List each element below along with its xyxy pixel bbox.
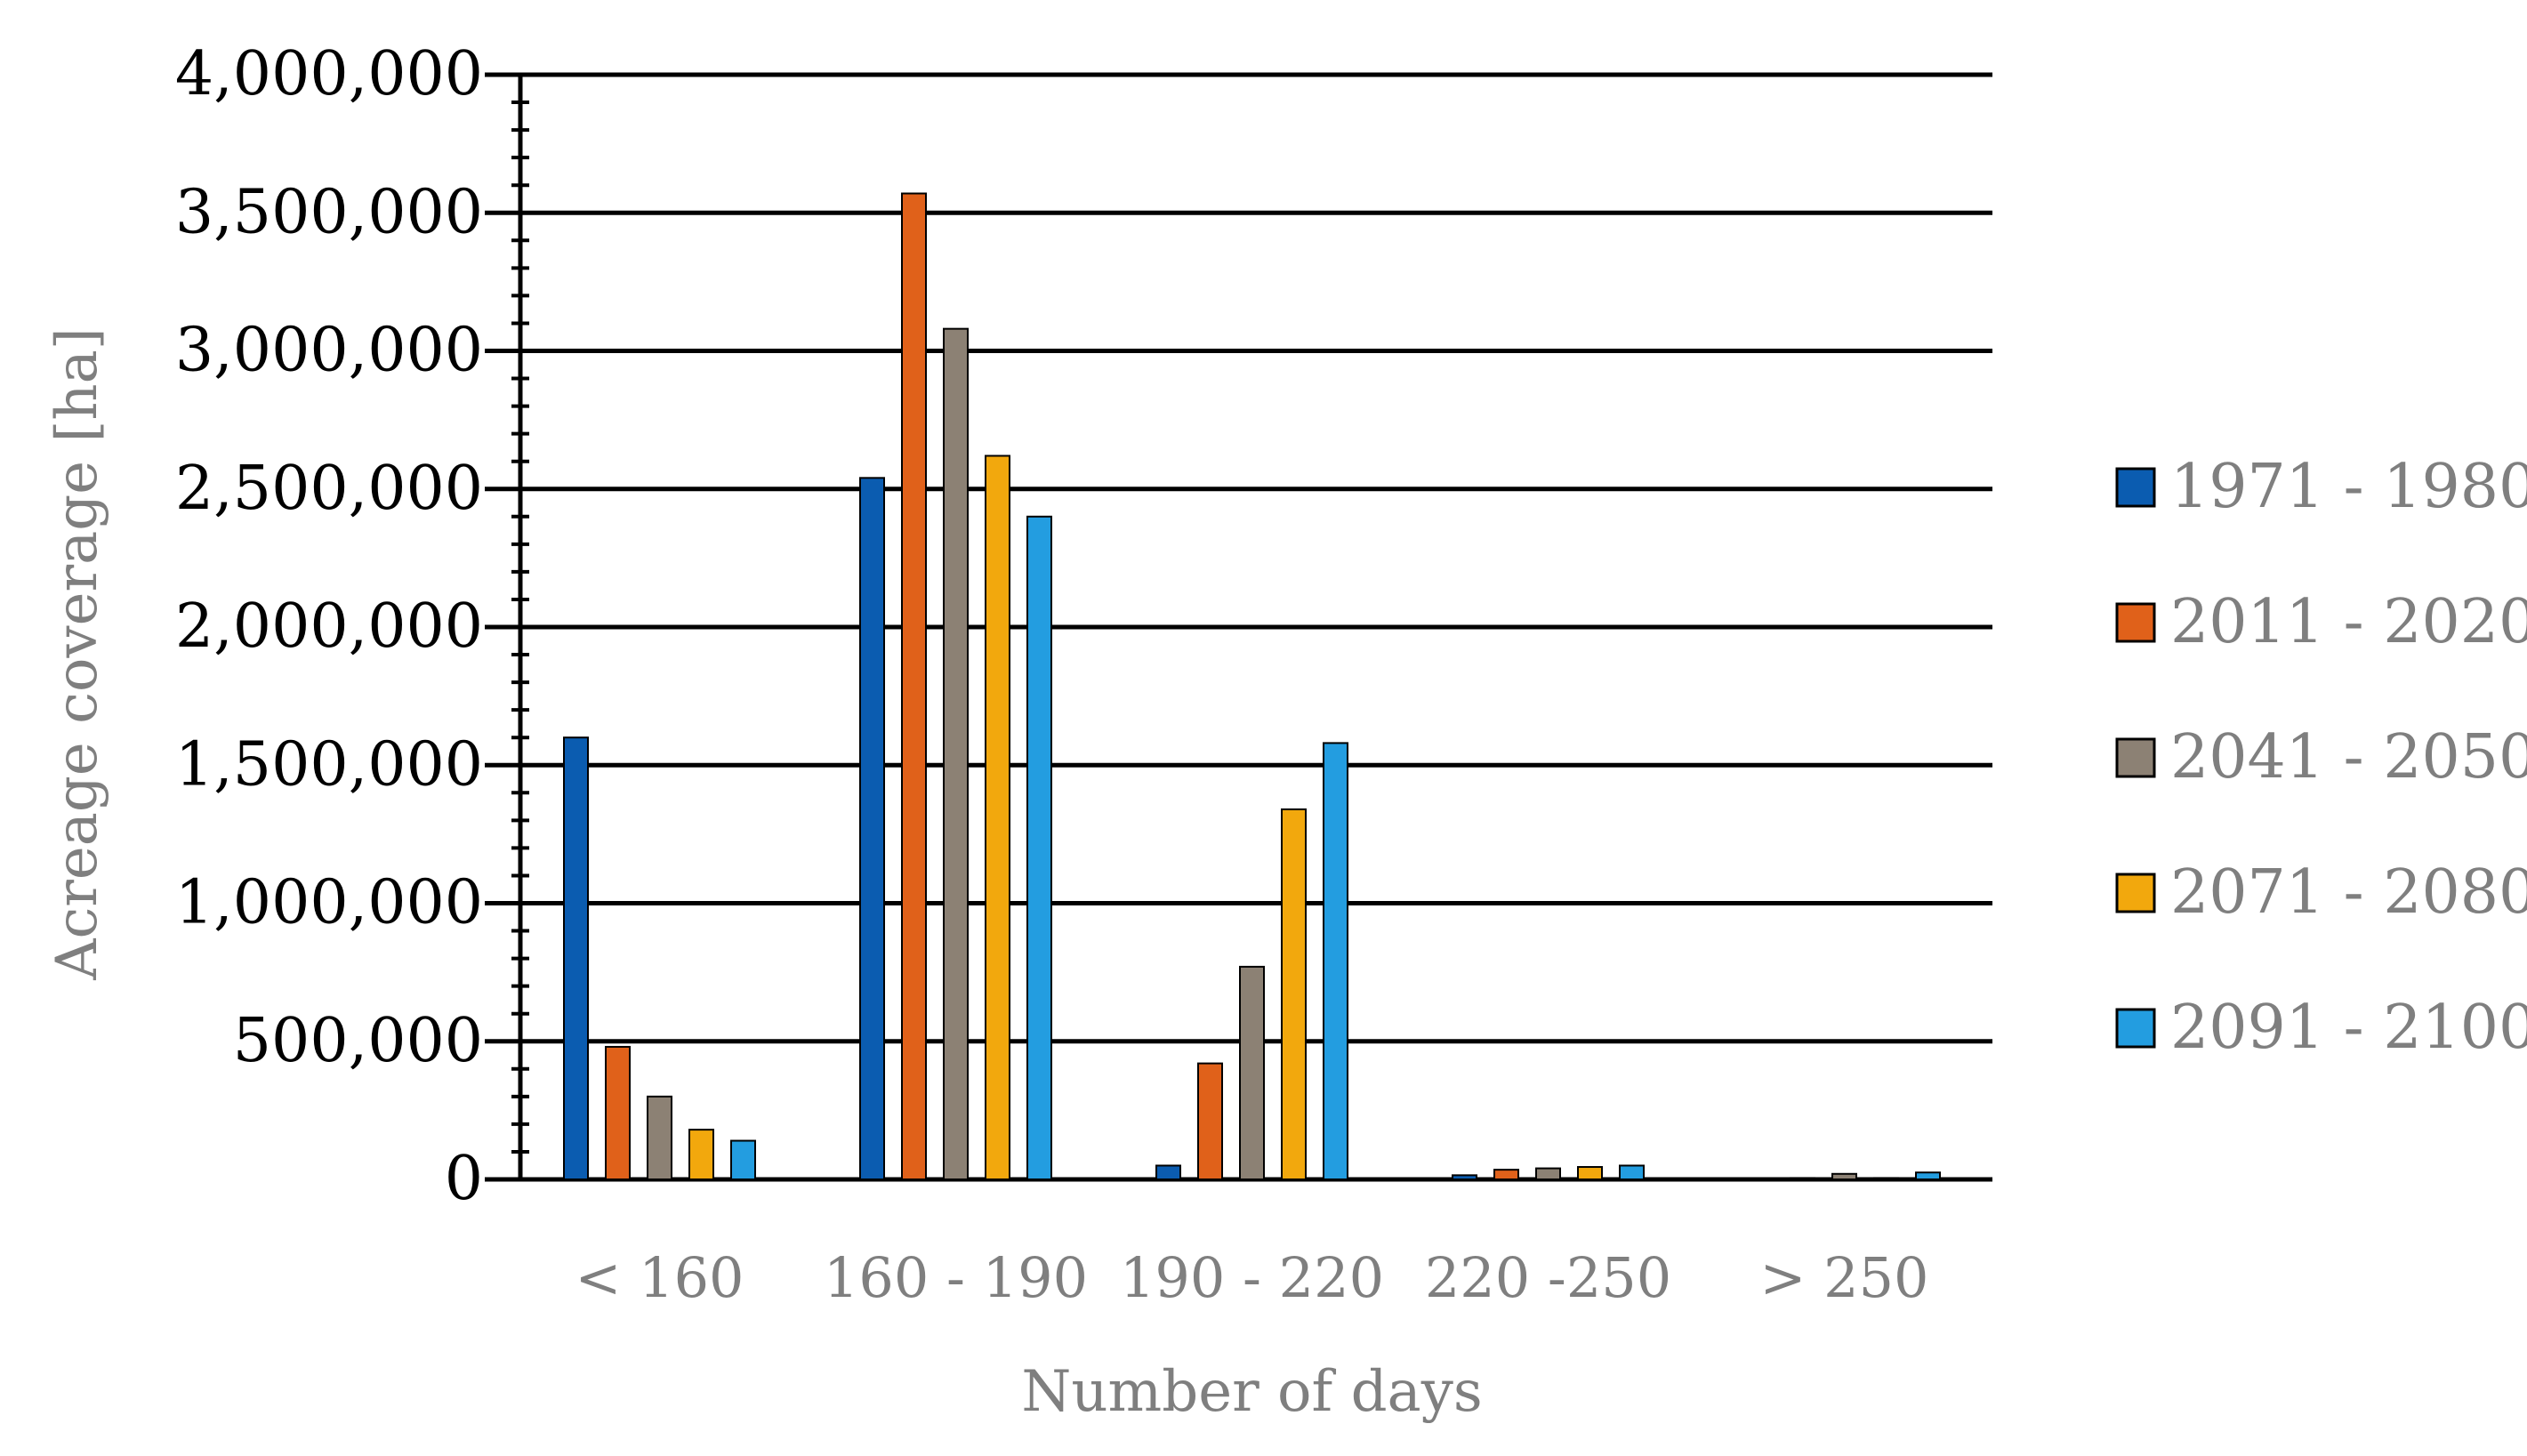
y-tick-label: 1,500,000: [175, 729, 483, 800]
gridlines: [485, 72, 1992, 1182]
legend: 1971 - 1980 2011 - 2020 2041 - 2050 2071 - …: [2115, 452, 2527, 1063]
y-tick-label: 3,500,000: [175, 177, 483, 247]
bar-0-2: [647, 1095, 672, 1180]
bar-0-1: [605, 1045, 631, 1180]
legend-label: 2071 - 2080: [2170, 857, 2527, 928]
y-tick-label: 3,000,000: [175, 316, 483, 386]
legend-label: 2041 - 2050: [2170, 722, 2527, 792]
bar-1-0: [859, 477, 885, 1180]
x-tick-label: < 160: [575, 1245, 744, 1310]
bar-2-2: [1239, 965, 1265, 1181]
bar-2-4: [1323, 742, 1348, 1180]
x-tick-labels: < 160 160 - 190 190 - 220 220 -250 > 250: [575, 1245, 1929, 1310]
y-tick-label: 4,000,000: [175, 39, 483, 109]
legend-swatch: [2115, 873, 2156, 913]
bar-1-2: [943, 327, 969, 1181]
legend-label: 2011 - 2020: [2170, 587, 2527, 657]
legend-swatch: [2115, 467, 2156, 508]
bar-4-1: [1790, 1177, 1815, 1181]
x-tick-label: 220 -250: [1425, 1245, 1671, 1310]
legend-label: 2091 - 2100: [2170, 993, 2527, 1063]
y-tick-label: 1,000,000: [175, 868, 483, 938]
bar-0-0: [563, 736, 589, 1180]
x-axis-title: Number of days: [1021, 1359, 1482, 1425]
y-tick-label: 500,000: [233, 1006, 483, 1076]
bar-4-2: [1831, 1172, 1857, 1181]
bar-0-4: [730, 1139, 756, 1181]
x-tick-label: 160 - 190: [824, 1245, 1088, 1310]
x-tick-label: 190 - 220: [1120, 1245, 1384, 1310]
x-tick-label: > 250: [1760, 1245, 1929, 1310]
legend-swatch: [2115, 602, 2156, 643]
y-tick-labels: 0 500,000 1,000,000 1,500,000 2,000,000 2,500…: [175, 39, 483, 1214]
bar-2-1: [1197, 1062, 1223, 1180]
y-tick-label: 2,000,000: [175, 591, 483, 662]
bars: [563, 192, 1941, 1181]
bar-0-3: [688, 1129, 714, 1180]
bar-1-1: [901, 192, 927, 1180]
bar-3-0: [1452, 1174, 1477, 1181]
bar-1-3: [985, 454, 1010, 1180]
legend-swatch: [2115, 737, 2156, 778]
bar-4-4: [1915, 1171, 1941, 1181]
legend-label: 1971 - 1980: [2170, 452, 2527, 522]
legend-swatch: [2115, 1008, 2156, 1049]
bar-4-3: [1873, 1177, 1899, 1181]
y-tick-label: 2,500,000: [175, 454, 483, 524]
bar-3-3: [1577, 1166, 1603, 1180]
y-tick-label: 0: [445, 1144, 483, 1214]
bar-2-0: [1155, 1164, 1181, 1180]
bar-3-4: [1619, 1164, 1645, 1180]
y-axis-title: Acreage coverage [ha]: [44, 327, 110, 981]
bar-1-4: [1026, 515, 1052, 1180]
bar-2-3: [1281, 808, 1307, 1180]
bar-3-1: [1493, 1169, 1519, 1180]
bar-3-2: [1535, 1167, 1561, 1180]
